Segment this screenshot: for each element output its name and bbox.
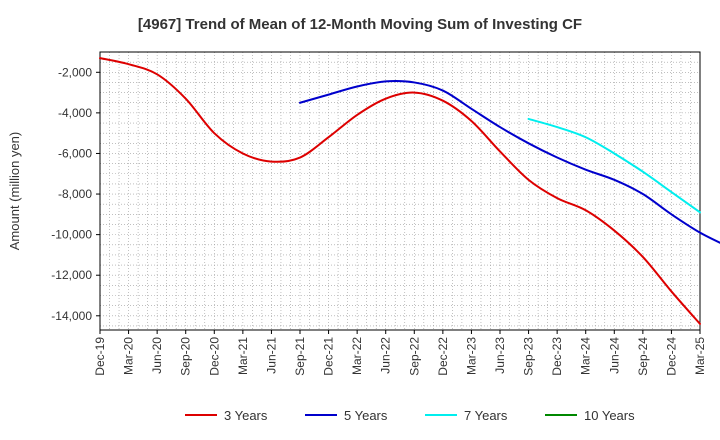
- x-tick-label: Jun-20: [150, 337, 164, 374]
- x-tick-label: Sep-22: [407, 337, 421, 376]
- y-tick-label: -14,000: [51, 309, 92, 323]
- plot-area: [99, 51, 701, 331]
- legend-label: 3 Years: [224, 408, 268, 423]
- x-tick-label: Dec-19: [93, 337, 107, 376]
- x-tick-label: Mar-21: [236, 337, 250, 375]
- y-tick-label: -2,000: [58, 65, 92, 79]
- y-axis-label: Amount (million yen): [7, 132, 22, 251]
- x-tick-label: Jun-21: [264, 337, 278, 374]
- x-tick-label: Dec-23: [550, 337, 564, 376]
- legend-label: 10 Years: [584, 408, 635, 423]
- y-tick-label: -12,000: [51, 268, 92, 282]
- y-axis: -2,000 -4,000 -6,000 -8,000 -10,000 -12,000 -1…: [51, 65, 100, 323]
- x-tick-label: Mar-20: [122, 337, 136, 375]
- x-tick-label: Jun-24: [607, 337, 621, 374]
- x-tick-label: Sep-20: [179, 337, 193, 376]
- x-tick-label: Mar-22: [350, 337, 364, 375]
- legend-label: 5 Years: [344, 408, 388, 423]
- y-tick-label: -6,000: [58, 146, 92, 160]
- y-tick-label: -8,000: [58, 187, 92, 201]
- legend: 3 Years 5 Years 7 Years 10 Years: [185, 408, 635, 423]
- x-tick-label: Dec-20: [207, 337, 221, 376]
- series-layer: [99, 57, 720, 325]
- y-tick-label: -10,000: [51, 228, 92, 242]
- series-line-7-years: [527, 117, 701, 214]
- y-tick-label: -4,000: [58, 106, 92, 120]
- x-tick-label: Sep-21: [293, 337, 307, 376]
- x-tick-label: Sep-24: [636, 337, 650, 376]
- x-tick-label: Dec-22: [436, 337, 450, 376]
- legend-label: 7 Years: [464, 408, 508, 423]
- series-line-3-years: [99, 57, 701, 325]
- grid: [100, 52, 700, 330]
- x-tick-label: Mar-24: [579, 337, 593, 375]
- x-tick-label: Dec-24: [664, 337, 678, 376]
- x-tick-label: Sep-23: [522, 337, 536, 376]
- x-tick-label: Mar-25: [693, 337, 707, 375]
- x-tick-label: Dec-21: [322, 337, 336, 376]
- x-tick-label: Jun-22: [379, 337, 393, 374]
- series-line-5-years: [299, 80, 720, 244]
- x-tick-label: Jun-23: [493, 337, 507, 374]
- chart-title: [4967] Trend of Mean of 12-Month Moving …: [138, 16, 582, 33]
- x-tick-label: Mar-23: [464, 337, 478, 375]
- x-axis: Dec-19 Mar-20 Jun-20 Sep-20 Dec-20 Mar-21 Jun-…: [93, 330, 707, 376]
